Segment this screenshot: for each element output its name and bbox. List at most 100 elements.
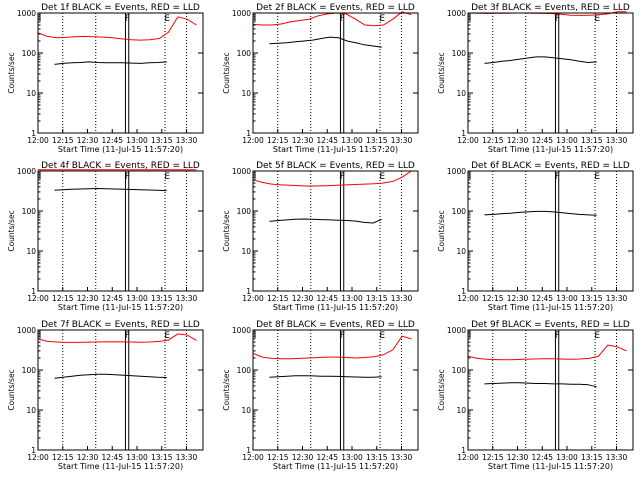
flag-label: F [555,172,560,182]
y-tick-label: 1 [246,129,251,138]
y-axis-label: Counts/sec [437,52,446,93]
events-series-line [269,218,382,224]
panel-title: Det 6f BLACK = Events, RED = LLD [471,161,630,171]
y-tick-label: 100 [22,366,37,375]
x-axis-label: Start Time (11-Jul-15 11:57:20) [273,462,398,471]
y-tick-label: 1 [31,287,36,296]
events-series-line [484,210,597,216]
x-tick-label: 12:45 [101,136,123,145]
plot-frame [37,170,204,292]
x-tick-label: 12:00 [457,136,479,145]
flag-label: F [125,172,130,182]
events-series-line [269,375,382,378]
x-tick-label: 13:00 [126,294,148,303]
x-tick-label: 12:15 [52,453,74,462]
x-tick-label: 12:30 [292,136,314,145]
y-tick-label: 10 [241,89,251,98]
panel-title: Det 9f BLACK = Events, RED = LLD [471,320,630,330]
x-tick-label: 12:00 [457,294,479,303]
x-tick-label: 13:15 [581,136,603,145]
panel-title: Det 5f BLACK = Events, RED = LLD [256,161,415,171]
y-tick-label: 1 [461,287,466,296]
flag-label: F [340,172,345,182]
x-tick-label: 12:30 [77,294,99,303]
lld-series-line [252,11,412,27]
x-axis-label: Start Time (11-Jul-15 11:57:20) [488,462,613,471]
y-tick-label: 1 [246,446,251,455]
x-tick-label: 12:15 [482,294,504,303]
events-series-line [269,36,382,48]
y-tick-label: 100 [22,207,37,216]
events-series-line [54,373,167,379]
x-tick-label: 12:30 [507,294,529,303]
events-series-line [484,56,597,64]
x-tick-label: 13:30 [606,136,628,145]
y-tick-label: 1000 [17,326,36,335]
x-tick-label: 13:30 [176,294,198,303]
y-tick-label: 1000 [447,326,466,335]
x-tick-label: 12:30 [292,453,314,462]
x-tick-label: 13:00 [556,453,578,462]
x-tick-label: 13:15 [366,453,388,462]
x-tick-label: 13:30 [176,136,198,145]
x-tick-label: 12:45 [531,294,553,303]
flag-label: E [164,331,170,341]
flag-label: E [379,14,385,24]
x-tick-label: 13:15 [366,136,388,145]
x-tick-label: 13:15 [151,136,173,145]
flag-label: E [164,14,170,24]
x-tick-label: 12:15 [482,136,504,145]
lld-series-line [252,335,412,360]
plot-frame [252,12,419,134]
plot-frame [37,12,204,134]
y-tick-label: 1 [461,446,466,455]
x-tick-label: 13:00 [341,453,363,462]
x-tick-label: 13:00 [556,136,578,145]
x-tick-label: 12:45 [316,294,338,303]
x-axis-label: Start Time (11-Jul-15 11:57:20) [488,145,613,154]
x-tick-label: 13:00 [341,136,363,145]
y-axis-label: Counts/sec [7,52,16,93]
panel-title: Det 1f BLACK = Events, RED = LLD [41,3,200,13]
y-tick-label: 100 [237,207,252,216]
x-tick-label: 12:45 [101,294,123,303]
plot-frame [37,329,204,451]
x-tick-label: 13:15 [151,294,173,303]
x-tick-label: 13:30 [391,453,413,462]
y-tick-label: 100 [237,49,252,58]
panel-title: Det 7f BLACK = Events, RED = LLD [41,320,200,330]
y-axis-label: Counts/sec [222,52,231,93]
y-axis-label: Counts/sec [437,210,446,251]
flag-label: E [379,331,385,341]
y-tick-label: 10 [241,406,251,415]
x-tick-label: 12:15 [267,136,289,145]
flag-label: E [594,331,600,341]
x-tick-label: 12:00 [242,453,264,462]
y-tick-label: 10 [456,247,466,256]
x-tick-label: 13:00 [341,294,363,303]
flag-label: E [164,172,170,182]
events-series-line [54,61,167,65]
y-axis-label: Counts/sec [437,369,446,410]
plot-frame [252,170,419,292]
x-tick-label: 12:30 [77,136,99,145]
plot-frame [467,329,634,451]
x-tick-label: 13:15 [151,453,173,462]
x-tick-label: 12:00 [27,294,49,303]
x-tick-label: 12:00 [27,453,49,462]
x-tick-label: 13:30 [391,136,413,145]
x-tick-label: 12:45 [531,453,553,462]
panel-title: Det 3f BLACK = Events, RED = LLD [471,3,630,13]
plot-frame [467,170,634,292]
x-axis-label: Start Time (11-Jul-15 11:57:20) [273,145,398,154]
y-axis-label: Counts/sec [7,369,16,410]
x-axis-label: Start Time (11-Jul-15 11:57:20) [58,303,183,312]
y-tick-label: 1000 [232,9,251,18]
